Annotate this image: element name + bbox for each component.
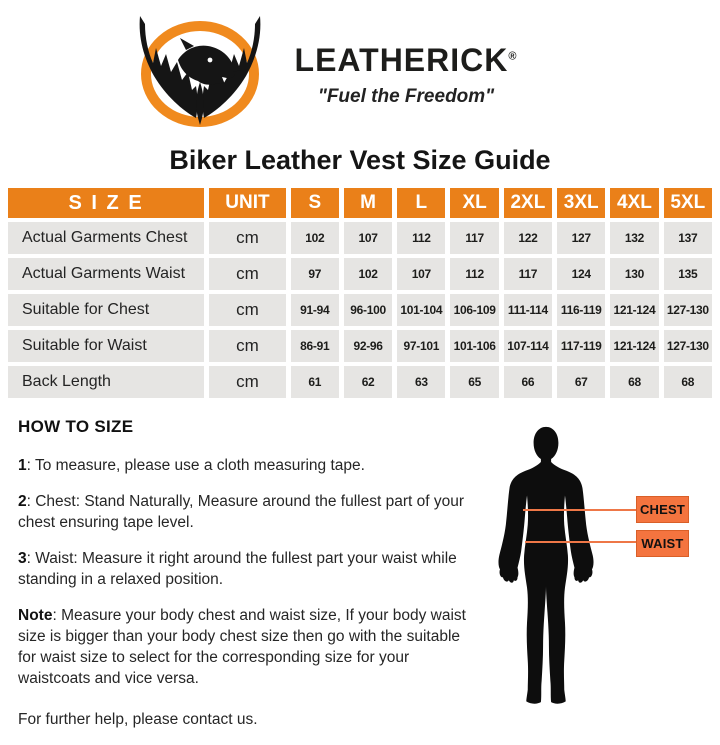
value-cell: 66 [503, 366, 553, 398]
value-cell: 135 [663, 258, 712, 290]
size-table: S I Z E UNIT S M L XL 2XL 3XL 4XL 5XL Ac… [3, 184, 717, 402]
row-label: Actual Garments Waist [8, 258, 205, 290]
step-2: 2: Chest: Stand Naturally, Measure aroun… [18, 493, 465, 531]
unit-cell: cm [209, 258, 286, 290]
column-header-xl: XL [450, 188, 499, 218]
value-cell: 127-130 [663, 330, 712, 362]
body-silhouette [473, 424, 619, 716]
step-3: 3: Waist: Measure it right around the fu… [18, 550, 457, 588]
column-header-m: M [343, 188, 393, 218]
value-cell: 63 [397, 366, 446, 398]
value-cell: 86-91 [290, 330, 339, 362]
value-cell: 102 [290, 222, 339, 254]
step-1: 1: To measure, please use a cloth measur… [18, 457, 365, 474]
column-header-l: L [397, 188, 446, 218]
row-label: Actual Garments Chest [8, 222, 205, 254]
value-cell: 111-114 [503, 294, 553, 326]
unit-cell: cm [209, 294, 286, 326]
value-cell: 97 [290, 258, 339, 290]
registered-mark: ® [508, 50, 518, 63]
column-header-s: S [290, 188, 339, 218]
brand-tagline: "Fuel the Freedom" [317, 86, 495, 107]
column-header-5xl: 5XL [663, 188, 712, 218]
row-label: Back Length [8, 366, 205, 398]
table-row: Back Length cm 61 62 63 65 66 67 68 68 [8, 366, 712, 398]
column-header-3xl: 3XL [557, 188, 606, 218]
value-cell: 67 [557, 366, 606, 398]
waist-label: WAIST [636, 530, 689, 557]
value-cell: 117 [450, 222, 499, 254]
value-cell: 112 [397, 222, 446, 254]
unit-cell: cm [209, 330, 286, 362]
value-cell: 107-114 [503, 330, 553, 362]
page-title: Biker Leather Vest Size Guide [169, 145, 551, 175]
table-header-row: S I Z E UNIT S M L XL 2XL 3XL 4XL 5XL [8, 188, 712, 218]
row-label: Suitable for Waist [8, 330, 205, 362]
size-guide-page: LEATHERICK® "Fuel the Freedom" Biker Lea… [3, 10, 717, 728]
value-cell: 127-130 [663, 294, 712, 326]
sizing-note: Note: Measure your body chest and waist … [18, 607, 466, 687]
value-cell: 62 [343, 366, 393, 398]
value-cell: 116-119 [557, 294, 606, 326]
unit-cell: cm [209, 366, 286, 398]
brand-block: LEATHERICK® "Fuel the Freedom" [286, 44, 526, 108]
value-cell: 101-104 [397, 294, 446, 326]
value-cell: 132 [610, 222, 659, 254]
chest-pointer-line [523, 509, 638, 511]
value-cell: 68 [610, 366, 659, 398]
table-row: Actual Garments Chest cm 102 107 112 117… [8, 222, 712, 254]
value-cell: 127 [557, 222, 606, 254]
value-cell: 101-106 [450, 330, 499, 362]
value-cell: 124 [557, 258, 606, 290]
value-cell: 96-100 [343, 294, 393, 326]
value-cell: 107 [397, 258, 446, 290]
value-cell: 121-124 [610, 294, 659, 326]
leatherick-eagle-logo-icon [126, 10, 274, 132]
table-row: Suitable for Waist cm 86-91 92-96 97-101… [8, 330, 712, 362]
how-to-size-section: HOW TO SIZE 1: To measure, please use a … [18, 417, 482, 745]
value-cell: 61 [290, 366, 339, 398]
waist-pointer-line [525, 541, 638, 543]
column-header-2xl: 2XL [503, 188, 553, 218]
column-header-4xl: 4XL [610, 188, 659, 218]
value-cell: 122 [503, 222, 553, 254]
value-cell: 121-124 [610, 330, 659, 362]
value-cell: 65 [450, 366, 499, 398]
value-cell: 107 [343, 222, 393, 254]
value-cell: 112 [450, 258, 499, 290]
column-header-size: S I Z E [8, 188, 205, 218]
how-to-size-heading: HOW TO SIZE [18, 417, 134, 436]
brand-name: LEATHERICK® [294, 42, 518, 78]
value-cell: 106-109 [450, 294, 499, 326]
table-row: Suitable for Chest cm 91-94 96-100 101-1… [8, 294, 712, 326]
value-cell: 102 [343, 258, 393, 290]
value-cell: 92-96 [343, 330, 393, 362]
value-cell: 91-94 [290, 294, 339, 326]
value-cell: 117 [503, 258, 553, 290]
value-cell: 68 [663, 366, 712, 398]
column-header-unit: UNIT [209, 188, 286, 218]
row-label: Suitable for Chest [8, 294, 205, 326]
chest-label: CHEST [636, 496, 689, 523]
value-cell: 137 [663, 222, 712, 254]
table-row: Actual Garments Waist cm 97 102 107 112 … [8, 258, 712, 290]
value-cell: 97-101 [397, 330, 446, 362]
unit-cell: cm [209, 222, 286, 254]
value-cell: 117-119 [557, 330, 606, 362]
value-cell: 130 [610, 258, 659, 290]
